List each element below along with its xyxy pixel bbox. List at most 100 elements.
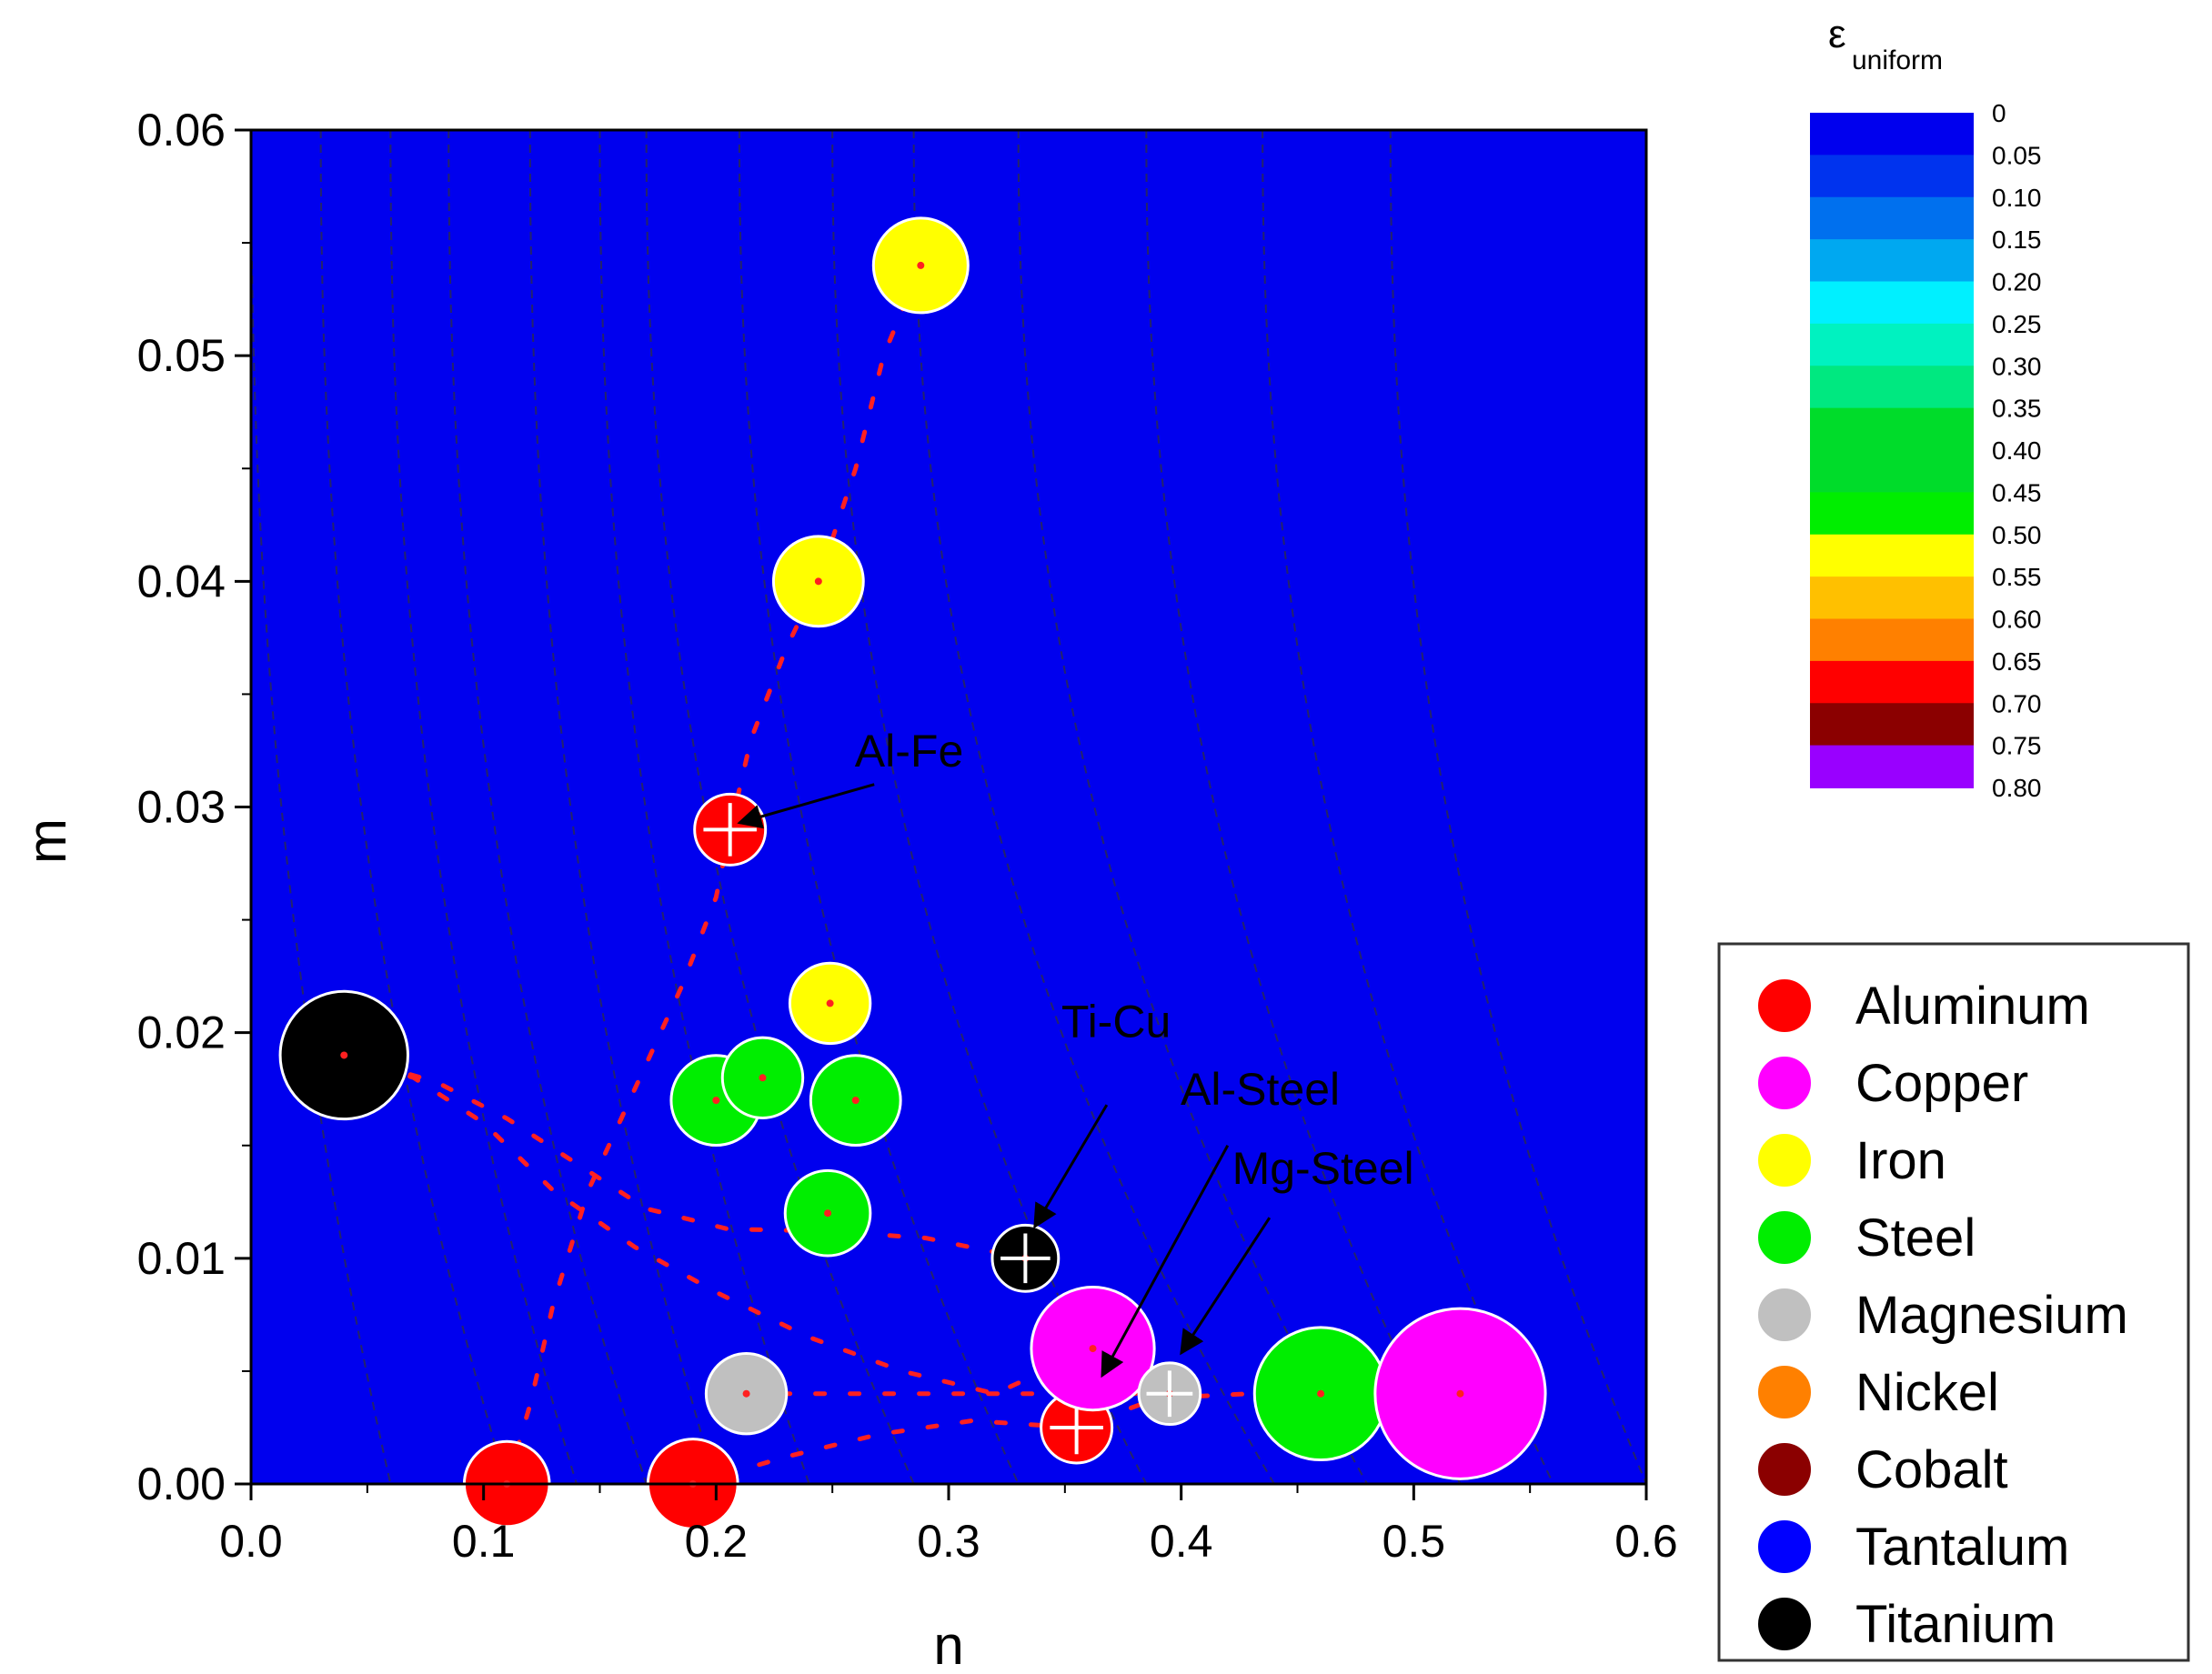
- annotation-arrow: [1180, 1217, 1272, 1356]
- colorbar-tick-label: 0.60: [1992, 606, 2042, 634]
- x-tick-label: 0.2: [685, 1516, 749, 1567]
- y-axis-label: m: [16, 818, 77, 864]
- contour-line-3: [1017, 130, 1369, 1484]
- legend-label-cobalt: Cobalt: [1855, 1440, 2008, 1499]
- point-center-mark: [759, 1074, 767, 1082]
- legend-marker-cobalt: [1756, 1441, 1813, 1498]
- colorbar-tick-label: 0.35: [1992, 395, 2042, 423]
- point-center-mark: [824, 1209, 832, 1218]
- point-center-mark: [1089, 1345, 1097, 1353]
- annotation-arrow: [1101, 1145, 1230, 1378]
- colorbar-tick-label: 0.50: [1992, 521, 2042, 549]
- y-tick-label: 0.03: [137, 782, 226, 833]
- legend-marker-copper: [1756, 1055, 1813, 1111]
- legend-marker-tantalum: [1756, 1519, 1813, 1575]
- colorbar-tick-label: 0.05: [1992, 141, 2042, 169]
- legend-marker-steel: [1756, 1209, 1813, 1266]
- colorbar-tick-label: 0.80: [1992, 774, 2042, 802]
- contour-line-1: [1262, 130, 1554, 1484]
- legend-label-steel: Steel: [1855, 1208, 1976, 1268]
- annotation-label: Al-Fe: [855, 726, 963, 777]
- colorbar-band: [1810, 196, 1974, 241]
- colorbar-tick-label: 0.75: [1992, 732, 2042, 760]
- legend-label-nickel: Nickel: [1855, 1363, 1999, 1422]
- colorbar-band: [1810, 407, 1974, 451]
- trajectory-3: [690, 1387, 1463, 1484]
- x-axis-label: n: [933, 1615, 963, 1669]
- contour-band-0: [251, 130, 1646, 1484]
- colorbar-tick-label: 0.70: [1992, 689, 2042, 717]
- point-center-mark: [712, 1097, 720, 1105]
- colorbar-band: [1810, 113, 1974, 156]
- colorbar-band: [1810, 703, 1974, 747]
- annotation-label: Ti-Cu: [1061, 997, 1171, 1048]
- legend-label-copper: Copper: [1855, 1054, 2028, 1113]
- annotation-arrow: [737, 783, 875, 829]
- colorbar-tick-label: 0.25: [1992, 310, 2042, 338]
- axes: 0.0 0.1 0.2 0.3 0.4 0.5 0.6 0.00 0.01 0.02 0.03 0.0…: [137, 105, 1678, 1567]
- point-center-mark: [1456, 1389, 1464, 1398]
- point-center-mark: [1317, 1389, 1325, 1398]
- x-tick-label: 0.0: [219, 1516, 283, 1567]
- colorbar-band: [1810, 745, 1974, 788]
- x-tick-label: 0.3: [917, 1516, 980, 1567]
- contour-line-12: [319, 130, 508, 1484]
- y-tick-label: 0.04: [137, 556, 226, 606]
- trajectory-0: [341, 1053, 1028, 1261]
- colorbar-band: [1810, 155, 1974, 198]
- colorbar-band: [1810, 450, 1974, 494]
- contour-bands: [251, 130, 1646, 1484]
- legend: Aluminum Copper Iron Steel Magnesium Nickel Co…: [1717, 942, 2190, 1662]
- legend-marker-iron: [1756, 1132, 1813, 1188]
- legend-label-aluminum: Aluminum: [1855, 977, 2090, 1036]
- annotation-label: Mg-Steel: [1232, 1143, 1414, 1194]
- colorbar: 0 0.05 0.10 0.15 0.20 0.25 0.30 0.35 0.40 0.45 0.5…: [1810, 12, 2042, 802]
- x-tick-label: 0.1: [452, 1516, 516, 1567]
- colorbar-band: [1810, 492, 1974, 536]
- colorbar-band: [1810, 576, 1974, 620]
- y-tick-label: 0.02: [137, 1007, 226, 1058]
- contour-line-4: [912, 130, 1275, 1484]
- colorbar-band: [1810, 534, 1974, 578]
- legend-label-tantalum: Tantalum: [1855, 1518, 2069, 1577]
- colorbar-tick-label: 0.30: [1992, 352, 2042, 380]
- legend-label-iron: Iron: [1855, 1131, 1946, 1190]
- annotation-label: Al-Steel: [1181, 1064, 1340, 1115]
- legend-label-magnesium: Magnesium: [1855, 1286, 2128, 1345]
- x-tick-label: 0.4: [1150, 1516, 1213, 1567]
- contour-line-9: [528, 130, 718, 1484]
- point-center-mark: [742, 1389, 750, 1398]
- colorbar-tick-label: 0.55: [1992, 563, 2042, 591]
- legend-marker-aluminum: [1756, 977, 1813, 1034]
- contour-line-6: [738, 130, 1020, 1484]
- colorbar-tick-label: 0.40: [1992, 436, 2042, 465]
- contour-line-10: [447, 130, 648, 1484]
- colorbar-tick-label: 0.10: [1992, 184, 2042, 212]
- annotation-arrow: [1033, 1104, 1109, 1229]
- colorbar-tick-label: 0.65: [1992, 647, 2042, 676]
- legend-marker-magnesium: [1756, 1287, 1813, 1343]
- contour-line-11: [389, 130, 578, 1484]
- legend-label-titanium: Titanium: [1855, 1595, 2056, 1654]
- data-points: [278, 216, 1547, 1530]
- y-tick-label: 0.06: [137, 105, 226, 155]
- colorbar-band: [1810, 323, 1974, 367]
- colorbar-band: [1810, 618, 1974, 662]
- point-center-mark: [814, 577, 822, 586]
- y-tick-label: 0.05: [137, 330, 226, 381]
- colorbar-tick-label: 0.20: [1992, 268, 2042, 296]
- point-center-mark: [340, 1051, 348, 1059]
- point-center-mark: [851, 1097, 860, 1105]
- colorbar-title: ε: [1828, 12, 1846, 56]
- contour-line-8: [598, 130, 810, 1484]
- colorbar-band: [1810, 281, 1974, 325]
- contour-line-2: [1145, 130, 1462, 1484]
- x-tick-label: 0.6: [1614, 1516, 1678, 1567]
- y-tick-label: 0.01: [137, 1233, 226, 1284]
- colorbar-tick-label: 0: [1992, 99, 2006, 127]
- point-center-mark: [917, 261, 925, 269]
- legend-marker-nickel: [1756, 1364, 1813, 1420]
- contour-line-7: [645, 130, 915, 1484]
